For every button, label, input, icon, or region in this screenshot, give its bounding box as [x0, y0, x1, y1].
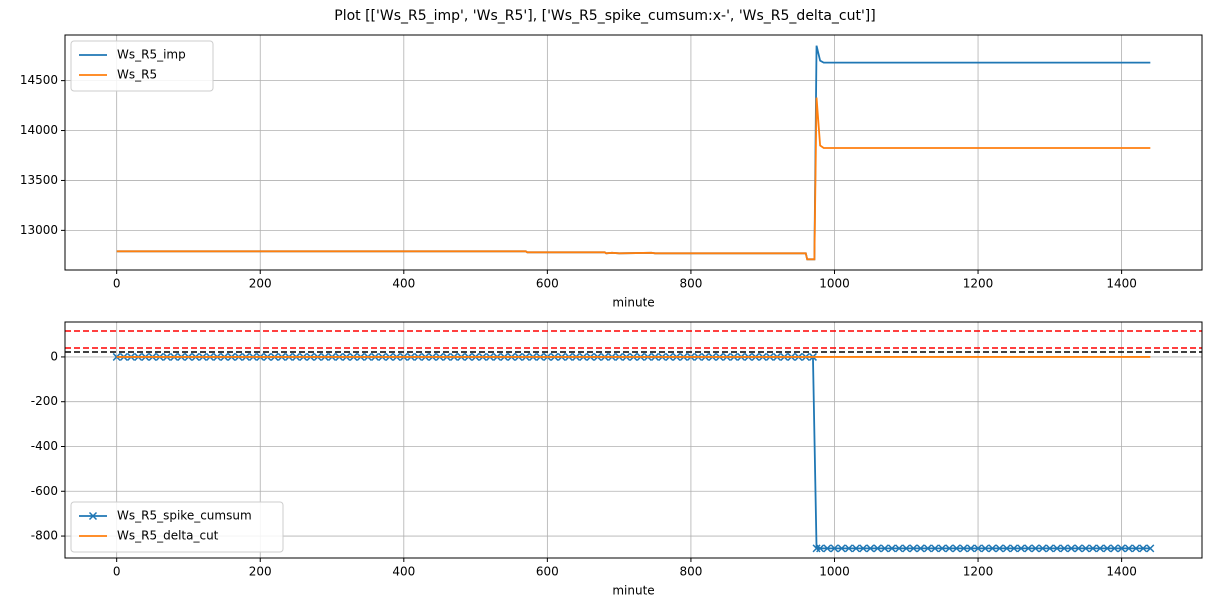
x-tick-label: 0	[113, 277, 121, 291]
y-tick-label: -600	[31, 484, 58, 498]
legend-marker	[88, 511, 98, 521]
x-tick-label: 200	[249, 565, 272, 579]
x-tick-label: 1400	[1106, 277, 1137, 291]
marker	[1031, 544, 1040, 553]
marker	[1110, 544, 1119, 553]
x-tick-label: 400	[392, 565, 415, 579]
marker	[959, 544, 968, 553]
x-axis-label: minute	[612, 296, 654, 310]
marker	[895, 544, 904, 553]
x-tick-label: 600	[536, 277, 559, 291]
marker	[1088, 544, 1097, 553]
marker	[1074, 544, 1083, 553]
marker	[1002, 544, 1011, 553]
marker	[830, 544, 839, 553]
marker	[966, 544, 975, 553]
legend-box	[70, 40, 214, 92]
y-tick-label: 0	[50, 349, 58, 363]
marker	[823, 544, 832, 553]
x-tick-label: 1200	[963, 277, 994, 291]
series-line	[116, 97, 1151, 261]
y-tick-label: 14500	[20, 73, 58, 87]
marker	[1045, 544, 1054, 553]
marker	[887, 544, 896, 553]
x-tick-label: 0	[113, 565, 121, 579]
legend-label: Ws_R5_imp	[117, 48, 186, 62]
marker	[902, 544, 911, 553]
x-tick-label: 800	[679, 565, 702, 579]
marker	[1052, 544, 1062, 553]
marker	[816, 544, 825, 553]
x-tick-label: 1400	[1106, 565, 1137, 579]
marker	[945, 544, 954, 553]
x-tick-label: 1200	[963, 565, 994, 579]
axes-frame	[64, 34, 1203, 271]
figure-title: Plot [['Ws_R5_imp', 'Ws_R5'], ['Ws_R5_sp…	[334, 8, 875, 24]
marker	[1131, 544, 1140, 553]
marker	[859, 544, 868, 553]
marker	[1124, 544, 1133, 553]
marker	[873, 544, 882, 553]
marker	[866, 544, 875, 553]
marker	[1060, 544, 1069, 553]
marker	[1067, 544, 1076, 553]
y-tick-label: -200	[31, 394, 58, 408]
legend-label: Ws_R5	[117, 68, 157, 82]
marker	[916, 544, 925, 553]
y-tick-label: 13000	[20, 223, 58, 237]
x-tick-label: 1000	[819, 565, 850, 579]
axes-frame	[64, 321, 1203, 559]
marker	[1038, 544, 1047, 553]
marker	[1017, 544, 1026, 553]
y-tick-label: 13500	[20, 173, 58, 187]
marker	[923, 544, 932, 553]
x-tick-label: 1000	[819, 277, 850, 291]
x-tick-label: 200	[249, 277, 272, 291]
marker	[812, 544, 821, 553]
legend-label: Ws_R5_spike_cumsum	[117, 509, 252, 523]
marker	[930, 544, 940, 553]
marker	[1139, 544, 1148, 553]
x-tick-label: 800	[679, 277, 702, 291]
y-tick-label: 14000	[20, 123, 58, 137]
marker	[880, 544, 889, 553]
marker	[844, 544, 853, 553]
marker	[1096, 544, 1105, 553]
y-tick-label: -400	[31, 439, 58, 453]
marker	[1081, 544, 1090, 553]
marker	[851, 544, 861, 553]
x-axis-label: minute	[612, 584, 654, 598]
marker	[1117, 544, 1126, 553]
marker	[837, 544, 846, 553]
legend-box	[70, 501, 284, 553]
marker	[1146, 544, 1155, 553]
marker	[938, 544, 947, 553]
marker	[974, 544, 983, 553]
marker	[988, 544, 997, 553]
marker	[1009, 544, 1018, 553]
marker	[909, 544, 918, 553]
marker	[995, 544, 1004, 553]
marker	[952, 544, 961, 553]
x-tick-label: 400	[392, 277, 415, 291]
marker	[1024, 544, 1033, 553]
marker	[1103, 544, 1112, 553]
legend-label: Ws_R5_delta_cut	[117, 529, 219, 543]
x-tick-label: 600	[536, 565, 559, 579]
marker	[981, 544, 990, 553]
y-tick-label: -800	[31, 529, 58, 543]
